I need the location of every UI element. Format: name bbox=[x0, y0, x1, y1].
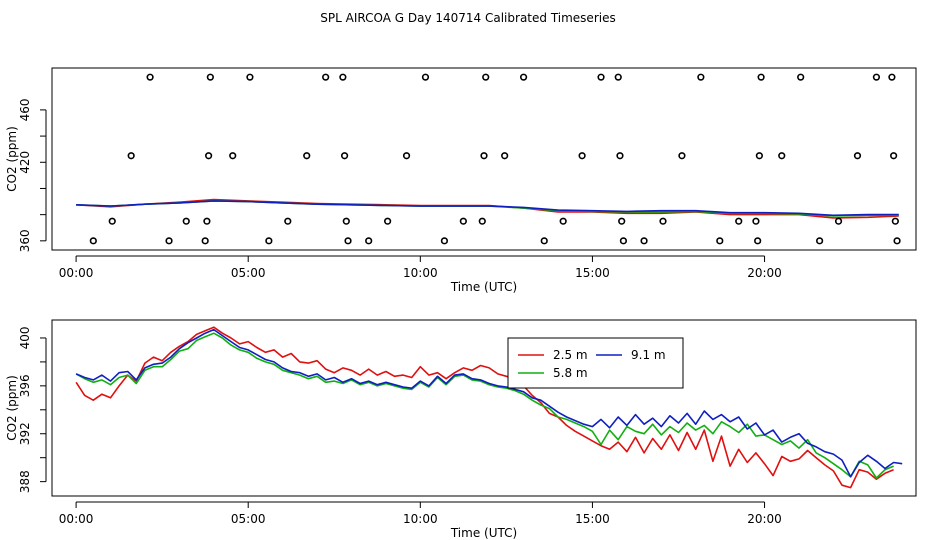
calibration-point bbox=[384, 217, 392, 225]
x-tick-label: 05:00 bbox=[231, 512, 266, 526]
calibration-point bbox=[755, 152, 763, 160]
x-tick-label: 15:00 bbox=[575, 512, 610, 526]
calibration-point bbox=[342, 217, 350, 225]
calibration-point bbox=[402, 152, 411, 160]
x-tick-label: 20:00 bbox=[747, 512, 782, 526]
calibration-point bbox=[891, 217, 899, 225]
calibration-point bbox=[597, 73, 605, 81]
calibration-point bbox=[421, 73, 430, 81]
calibration-point bbox=[339, 73, 347, 81]
y-axis-label: CO2 (ppm) bbox=[5, 126, 19, 192]
calibration-point bbox=[344, 237, 352, 245]
plot-frame bbox=[51, 319, 917, 497]
calibration-point bbox=[501, 152, 509, 160]
calibration-point bbox=[440, 237, 449, 245]
calibration-point bbox=[265, 237, 273, 245]
calibration-point bbox=[482, 73, 490, 81]
calibration-point bbox=[322, 73, 330, 81]
x-tick-label: 15:00 bbox=[575, 266, 610, 280]
calibration-point bbox=[735, 217, 743, 225]
calibration-point bbox=[890, 152, 898, 160]
calibration-point bbox=[757, 73, 765, 81]
legend-box bbox=[507, 337, 684, 389]
calibration-point bbox=[284, 217, 292, 225]
calibration-point bbox=[205, 152, 213, 160]
x-tick-label: 00:00 bbox=[59, 266, 94, 280]
calibration-point bbox=[752, 217, 760, 225]
calibration-point bbox=[206, 73, 214, 81]
series-line-91m bbox=[75, 328, 903, 478]
y-tick-label: 400 bbox=[18, 327, 32, 350]
calibration-point bbox=[659, 217, 667, 225]
calibration-point bbox=[480, 152, 488, 160]
plot-frame bbox=[51, 67, 917, 251]
calibration-point bbox=[127, 152, 135, 160]
calibration-point bbox=[182, 217, 190, 225]
calibration-point bbox=[89, 237, 97, 245]
x-axis-label: Time (UTC) bbox=[450, 526, 517, 540]
calibration-point bbox=[618, 217, 626, 225]
y-tick-label: 388 bbox=[18, 470, 32, 493]
top-panel: 00:00 05:00 10:00 15:00 20:00 Time (UTC) 360 42… bbox=[5, 67, 917, 294]
bottom-panel: 00:00 05:00 10:00 15:00 20:00 Time (UTC) 388 39… bbox=[5, 319, 917, 540]
calibration-point bbox=[365, 237, 373, 245]
legend: 2.5 m 9.1 m 5.8 m bbox=[507, 337, 684, 389]
calibration-point bbox=[888, 73, 896, 81]
series-line-58m bbox=[75, 332, 894, 479]
calibration-point bbox=[834, 217, 843, 225]
x-axis-label: Time (UTC) bbox=[450, 280, 517, 294]
calibration-point bbox=[872, 73, 881, 81]
y-tick-label: 360 bbox=[18, 229, 32, 252]
y-tick-label: 396 bbox=[18, 374, 32, 397]
calibration-point bbox=[754, 237, 762, 245]
calibration-point bbox=[559, 217, 567, 225]
calibration-point bbox=[616, 152, 624, 160]
calibration-point bbox=[229, 152, 237, 160]
calibration-point bbox=[619, 237, 628, 245]
calibration-point bbox=[203, 217, 211, 225]
calibration-point bbox=[853, 152, 862, 160]
calibration-point bbox=[578, 152, 586, 160]
calibration-point bbox=[716, 237, 724, 245]
calibration-point bbox=[697, 73, 705, 81]
x-tick-label: 00:00 bbox=[59, 512, 94, 526]
calibration-point bbox=[816, 237, 824, 245]
y-tick-label: 392 bbox=[18, 422, 32, 445]
calibration-point bbox=[146, 73, 154, 81]
calibration-point bbox=[303, 152, 311, 160]
calibration-point bbox=[459, 217, 467, 225]
calibration-point bbox=[893, 237, 901, 245]
calibration-point bbox=[519, 73, 528, 81]
series-line-25m bbox=[75, 326, 894, 489]
calibration-point bbox=[201, 237, 209, 245]
calibration-point bbox=[640, 237, 648, 245]
x-tick-label: 05:00 bbox=[231, 266, 266, 280]
calibration-point bbox=[478, 217, 486, 225]
x-tick-label: 20:00 bbox=[747, 266, 782, 280]
calibration-point bbox=[340, 152, 349, 160]
x-tick-label: 10:00 bbox=[403, 266, 438, 280]
calibration-point bbox=[165, 237, 173, 245]
y-axis-label: CO2 (ppm) bbox=[5, 375, 19, 441]
series-line-91m bbox=[76, 200, 899, 217]
calibration-point bbox=[678, 152, 686, 160]
x-tick-label: 10:00 bbox=[403, 512, 438, 526]
calibration-point bbox=[778, 152, 786, 160]
y-tick-label: 460 bbox=[18, 98, 32, 121]
calibration-point bbox=[246, 73, 254, 81]
calibration-point bbox=[108, 217, 116, 225]
legend-label: 5.8 m bbox=[553, 366, 588, 380]
page-title: SPL AIRCOA G Day 140714 Calibrated Times… bbox=[320, 11, 615, 25]
calibration-point bbox=[540, 237, 548, 245]
y-tick-label: 420 bbox=[18, 151, 32, 174]
legend-label: 9.1 m bbox=[631, 348, 666, 362]
calibration-point bbox=[614, 73, 622, 81]
legend-label: 2.5 m bbox=[553, 348, 588, 362]
calibration-point bbox=[797, 73, 805, 81]
series-line-58m bbox=[76, 200, 899, 217]
